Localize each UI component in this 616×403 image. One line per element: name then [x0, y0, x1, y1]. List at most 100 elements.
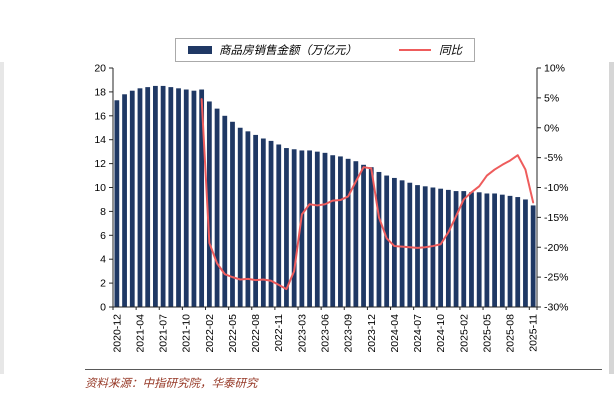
left-axis-tick-label: 0: [100, 302, 106, 314]
bar-segment: [322, 152, 328, 307]
bar-segment: [253, 134, 259, 307]
bar-segment: [122, 94, 127, 307]
bar-segment: [206, 101, 212, 308]
left-axis-tick-label: 14: [94, 134, 106, 146]
bar-segment: [137, 88, 143, 307]
bar-segment: [284, 148, 289, 307]
left-axis-tick-label: 18: [94, 86, 106, 98]
left-axis-tick-label: 12: [94, 158, 106, 170]
x-axis-tick-label: 2025-02: [458, 314, 470, 353]
bar-segment: [153, 85, 158, 307]
left-axis-tick-label: 2: [100, 278, 106, 290]
bar-segment: [214, 108, 220, 307]
left-axis-tick-label: 4: [100, 254, 106, 266]
bar-segment: [407, 182, 413, 307]
legend-line-swatch: [399, 49, 431, 51]
bar-segment: [507, 195, 513, 307]
legend-line-label: 同比: [439, 45, 462, 57]
bar-segment: [384, 175, 390, 307]
legend-bar-swatch: [188, 46, 212, 54]
bar-segment: [415, 185, 420, 307]
bar-segment: [515, 197, 521, 307]
bar-segment: [129, 90, 135, 307]
bar-segment: [176, 88, 181, 307]
bar-segment: [245, 131, 251, 307]
bar-segment: [499, 194, 505, 307]
bar-segment: [114, 100, 120, 308]
bar-segment: [453, 191, 459, 307]
bar-segment: [461, 191, 467, 307]
bar-segment: [237, 127, 243, 307]
x-axis-tick-label: 2023-06: [320, 314, 332, 353]
right-axis-tick-label: -10%: [544, 182, 569, 194]
bar-segment: [438, 188, 444, 307]
bar-segment: [268, 140, 274, 307]
x-axis-tick-label: 2025-05: [481, 314, 493, 353]
bar-segment: [230, 121, 235, 307]
x-axis-tick-label: 2024-10: [435, 314, 447, 353]
x-axis-tick-label: 2022-08: [250, 314, 262, 353]
bar-segment: [368, 167, 374, 307]
bar-segment: [399, 180, 405, 307]
chart-legend: 商品房销售金额（万亿元） 同比: [175, 38, 475, 62]
left-axis-tick-label: 6: [100, 230, 106, 242]
page-edge-right: [609, 62, 614, 374]
x-axis-tick-label: 2024-07: [412, 314, 424, 353]
bar-segment: [183, 89, 189, 307]
left-axis-tick-label: 8: [100, 206, 106, 218]
bar-segment: [476, 192, 482, 307]
bar-segment: [222, 115, 228, 307]
left-axis-tick-label: 20: [94, 63, 106, 75]
right-axis-tick-label: -20%: [544, 242, 569, 254]
right-axis-tick-label: -15%: [544, 212, 569, 224]
bar-segment: [191, 90, 197, 307]
bar-segment: [199, 89, 205, 307]
right-axis-tick-label: -25%: [544, 272, 569, 284]
bar-segment: [314, 151, 320, 307]
bar-segment: [484, 193, 490, 307]
right-axis-tick-label: -30%: [544, 302, 569, 314]
x-axis-tick-label: 2021-07: [158, 314, 170, 353]
bar-segment: [338, 156, 343, 307]
yoy-line: [200, 98, 535, 291]
x-axis-tick-label: 2022-05: [227, 314, 239, 353]
bar-segment: [345, 158, 351, 307]
bar-segment: [260, 138, 266, 307]
x-axis-tick-label: 2025-11: [528, 314, 540, 352]
x-axis-tick-label: 2021-04: [134, 314, 146, 353]
bar-segment: [492, 193, 497, 307]
left-axis-tick-label: 16: [94, 110, 106, 122]
bar-segment: [523, 199, 528, 307]
bar-segment: [276, 144, 282, 307]
page-edge-left: [0, 62, 4, 374]
bar-segment: [361, 164, 366, 307]
bar-segment: [299, 150, 305, 307]
right-axis-tick-label: 0%: [544, 122, 559, 134]
bar-segment: [391, 177, 397, 307]
right-axis-tick-label: 5%: [544, 92, 559, 104]
bar-segment: [330, 155, 336, 307]
x-axis-tick-label: 2021-10: [181, 314, 193, 353]
sales-yoy-dual-axis-chart: 2018161412108642010%5%0%-5%-10%-15%-20%-…: [94, 63, 569, 353]
x-axis-tick-label: 2020-12: [111, 314, 123, 353]
bar-segment: [145, 87, 151, 308]
bar-segment: [168, 87, 174, 308]
x-axis-tick-label: 2024-04: [389, 314, 401, 353]
bar-segment: [430, 187, 436, 307]
source-note-row: 资料来源：中指研究院，华泰研究: [85, 369, 602, 391]
bar-segment: [160, 85, 166, 307]
x-axis-tick-label: 2023-09: [343, 314, 355, 353]
bar-segment: [353, 161, 359, 307]
bar-segment: [376, 171, 382, 307]
x-axis-tick-label: 2023-03: [296, 314, 308, 353]
bar-segment: [530, 205, 536, 307]
x-axis-tick-label: 2022-02: [204, 314, 216, 353]
bar-segment: [469, 192, 474, 307]
left-axis-tick-label: 10: [94, 182, 106, 194]
legend-bar-label: 商品房销售金额（万亿元）: [219, 45, 357, 57]
right-axis-tick-label: 10%: [544, 63, 565, 75]
x-axis-tick-label: 2023-12: [366, 314, 378, 353]
bar-segment: [445, 189, 451, 307]
bar-segment: [307, 150, 312, 307]
x-axis-tick-label: 2022-11: [273, 314, 285, 352]
